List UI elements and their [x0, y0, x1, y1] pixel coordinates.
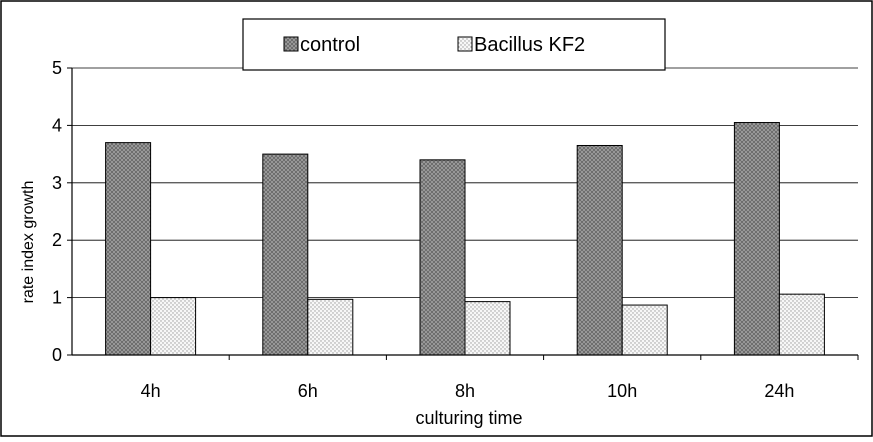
legend-swatch-bacillus — [457, 36, 473, 52]
x-tick-label: 10h — [607, 381, 637, 401]
legend-swatch-control — [283, 36, 299, 52]
x-tick-label: 4h — [141, 381, 161, 401]
bar-control — [105, 142, 152, 356]
bar-control — [733, 122, 780, 356]
bar-bacillus-kf2 — [150, 297, 197, 356]
legend-label-control: control — [300, 34, 360, 56]
x-tick-label: 8h — [455, 381, 475, 401]
y-tick-label: 5 — [52, 58, 62, 78]
bar-bacillus-kf2 — [778, 293, 825, 356]
bar-control — [419, 159, 466, 356]
x-tick-label: 24h — [764, 381, 794, 401]
bar-control — [262, 153, 309, 356]
x-tick-labels: 4h 6h 8h 10h 24h — [141, 355, 859, 401]
legend: control Bacillus KF2 — [242, 18, 666, 71]
x-tick-label: 6h — [298, 381, 318, 401]
bars — [105, 122, 825, 356]
bar-bacillus-kf2 — [621, 304, 668, 356]
y-tick-labels: 0 1 2 3 4 5 — [52, 58, 72, 365]
y-tick-label: 0 — [52, 345, 62, 365]
y-tick-label: 3 — [52, 173, 62, 193]
x-axis-label: culturing time — [415, 408, 522, 428]
bar-control — [576, 144, 623, 356]
y-axis-label: rate index growth — [20, 181, 37, 304]
legend-label-bacillus: Bacillus KF2 — [474, 34, 585, 56]
legend-box — [242, 18, 666, 71]
bar-bacillus-kf2 — [307, 298, 354, 356]
y-tick-label: 2 — [52, 230, 62, 250]
axes — [71, 68, 858, 356]
y-tick-label: 1 — [52, 288, 62, 308]
bar-bacillus-kf2 — [464, 301, 511, 356]
y-tick-label: 4 — [52, 115, 62, 135]
